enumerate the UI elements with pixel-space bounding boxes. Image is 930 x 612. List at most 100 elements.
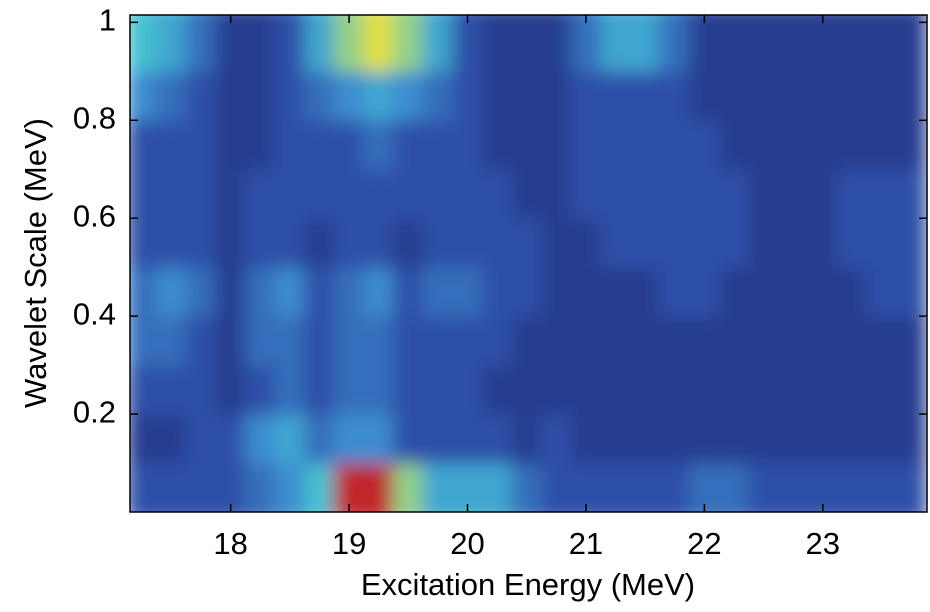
heatmap-cell	[748, 266, 779, 317]
heatmap-cell	[481, 315, 513, 366]
heatmap-cell	[156, 15, 187, 72]
heatmap-cell	[600, 413, 631, 464]
heatmap-cell	[156, 168, 187, 219]
heatmap-cell	[304, 119, 335, 170]
heatmap-cell	[363, 315, 394, 366]
heatmap-cell	[244, 266, 276, 317]
heatmap-cell	[777, 119, 809, 170]
heatmap-cell	[659, 119, 691, 170]
heatmap-cell	[689, 168, 720, 219]
heatmap-cell	[511, 364, 543, 415]
heatmap-cell	[777, 413, 809, 464]
heatmap-cell	[363, 364, 394, 415]
heatmap-cell	[422, 70, 454, 121]
heatmap-cell	[689, 413, 720, 464]
heatmap-cell	[629, 70, 661, 121]
heatmap-cell	[244, 413, 276, 464]
heatmap-cell	[659, 217, 691, 268]
heatmap-cell	[718, 462, 750, 512]
heatmap-cell	[600, 266, 631, 317]
heatmap-cell	[866, 364, 898, 415]
x-tick-label: 21	[569, 526, 603, 561]
heatmap-cell	[363, 70, 394, 121]
heatmap-cell	[481, 266, 513, 317]
heatmap-cell	[215, 315, 246, 366]
heatmap-cell	[156, 217, 187, 268]
heatmap-cell	[481, 15, 513, 72]
heatmap-cell	[392, 217, 424, 268]
heatmap-cell	[333, 168, 365, 219]
heatmap-cell	[392, 364, 424, 415]
heatmap-cell	[807, 462, 839, 512]
heatmap-cell	[600, 217, 631, 268]
heatmap-cell	[363, 217, 394, 268]
heatmap-cell	[896, 364, 927, 415]
heatmap-cell	[748, 168, 779, 219]
heatmap-cell	[274, 315, 306, 366]
heatmap-cell	[274, 462, 306, 512]
heatmap-cell	[629, 217, 661, 268]
heatmap-cell	[274, 119, 306, 170]
heatmap-cell	[748, 364, 779, 415]
heatmap-cell	[244, 364, 276, 415]
heatmap-cell	[689, 15, 720, 72]
heatmap-cell	[244, 315, 276, 366]
heatmap-cell	[689, 119, 720, 170]
x-tick-label: 20	[450, 526, 484, 561]
heatmap-cell	[215, 413, 246, 464]
heatmap-cell	[363, 168, 394, 219]
heatmap-cell	[130, 70, 158, 121]
heatmap-cell	[304, 266, 335, 317]
heatmap-cell	[363, 266, 394, 317]
heatmap-cell	[866, 217, 898, 268]
heatmap-cell	[392, 15, 424, 72]
heatmap-cell	[629, 462, 661, 512]
heatmap-cell	[718, 70, 750, 121]
heatmap-cell	[244, 217, 276, 268]
heatmap-cell	[130, 462, 158, 512]
heatmap-cell	[130, 364, 158, 415]
x-tick-label: 18	[213, 526, 247, 561]
x-tick-label: 23	[806, 526, 840, 561]
heatmap-cell	[156, 119, 187, 170]
heatmap-cell	[866, 266, 898, 317]
heatmap-cell	[156, 315, 187, 366]
heatmap-cell	[837, 119, 868, 170]
heatmap-cell	[541, 315, 572, 366]
heatmap-cell	[452, 364, 483, 415]
heatmap-cell	[481, 462, 513, 512]
heatmap-cell	[629, 413, 661, 464]
heatmap-cell	[837, 266, 868, 317]
heatmap-cell	[896, 315, 927, 366]
heatmap-cell	[185, 364, 217, 415]
heatmap-cell	[718, 315, 750, 366]
heatmap-cell	[333, 70, 365, 121]
heatmap-cell	[511, 168, 543, 219]
heatmap-cell	[866, 413, 898, 464]
heatmap-cell	[896, 119, 927, 170]
heatmap-cell	[130, 119, 158, 170]
heatmap-cell	[130, 217, 158, 268]
heatmap-cell	[511, 315, 543, 366]
heatmap-cell	[304, 462, 335, 512]
heatmap-cell	[274, 217, 306, 268]
heatmap-cell	[689, 70, 720, 121]
heatmap-cell	[452, 413, 483, 464]
heatmap-cell	[600, 364, 631, 415]
heatmap-cell	[481, 217, 513, 268]
x-tick-label: 22	[687, 526, 721, 561]
heatmap-cell	[130, 413, 158, 464]
heatmap-cell	[511, 266, 543, 317]
heatmap-cell	[422, 15, 454, 72]
heatmap-cell	[511, 119, 543, 170]
heatmap-cell	[363, 413, 394, 464]
heatmap-cell	[185, 70, 217, 121]
heatmap-cell	[777, 168, 809, 219]
heatmap-cell	[837, 168, 868, 219]
heatmap-cell	[570, 315, 602, 366]
heatmap-cell	[304, 217, 335, 268]
heatmap-cell	[304, 168, 335, 219]
heatmap-cell	[659, 462, 691, 512]
heatmap-cell	[185, 217, 217, 268]
heatmap-cell	[363, 462, 394, 512]
